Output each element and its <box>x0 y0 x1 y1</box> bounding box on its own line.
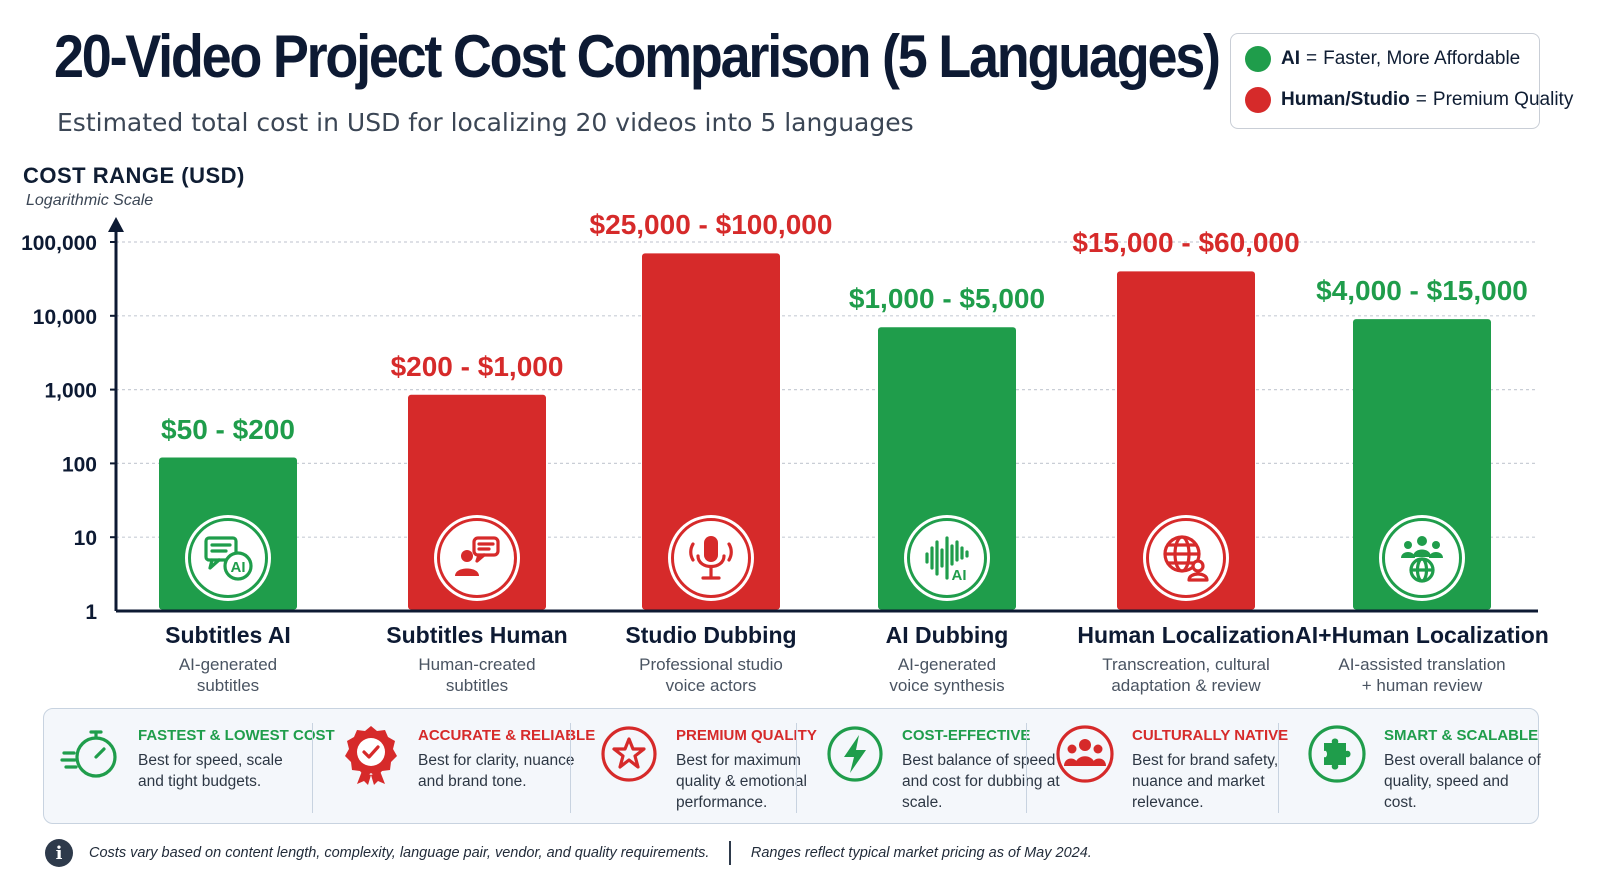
category-description-line: AI-generated <box>897 655 997 674</box>
category-label: Subtitles Human <box>386 622 568 648</box>
legend-key: Human/Studio <box>1281 89 1410 110</box>
category-description: Human-created subtitles <box>357 654 597 696</box>
legend-eq: = <box>1306 48 1318 69</box>
svg-text:AI: AI <box>231 559 246 576</box>
y-tick-label: 10 <box>74 527 97 550</box>
bar-value-label: $25,000 - $100,000 <box>589 209 833 241</box>
category-description: AI-generated subtitles <box>108 654 348 696</box>
feature-description: Best for brand safety, nuance and market… <box>1132 752 1279 811</box>
category-label: Human Localization <box>1077 622 1295 648</box>
page-subtitle: Estimated total cost in USD for localizi… <box>57 108 914 137</box>
footer-note: Ranges reflect typical market pricing as… <box>750 845 1092 861</box>
star-icon <box>598 723 660 785</box>
category-label: Subtitles AI <box>165 622 291 648</box>
person-chat-icon <box>437 518 517 598</box>
category-label: Studio Dubbing <box>625 622 797 648</box>
feature-divider <box>312 723 313 813</box>
svg-text:AI: AI <box>952 567 967 584</box>
feature-divider <box>570 723 571 813</box>
feature-title: SMART & SCALABLE <box>1384 727 1539 744</box>
puzzle-icon <box>1306 723 1368 785</box>
ai-chat-icon: AI <box>188 518 268 598</box>
feature-description: Best for maximum quality & emotional per… <box>676 752 807 811</box>
y-tick-label: 1,000 <box>44 380 97 403</box>
people-icon <box>1054 723 1116 785</box>
feature-strip: FASTEST & LOWEST COST Best for speed, sca… <box>43 708 1541 825</box>
footer: i Costs vary based on content length, co… <box>45 838 1092 868</box>
legend-eq: = <box>1415 89 1427 110</box>
category-description-line: voice synthesis <box>889 676 1005 695</box>
feature-title: CULTURALLY NATIVE <box>1132 727 1289 744</box>
feature-description: Best overall balance of quality, speed a… <box>1384 752 1541 811</box>
category-description-line: + human review <box>1361 676 1483 695</box>
footer-note: Costs vary based on content length, comp… <box>89 845 710 861</box>
feature-title: ACCURATE & RELIABLE <box>418 727 596 744</box>
y-tick-label: 100,000 <box>21 232 97 255</box>
feature-card: ACCURATE & RELIABLE Best for clarity, nua… <box>328 709 595 825</box>
y-tick-label: 10,000 <box>33 306 97 329</box>
bar-value-label: $4,000 - $15,000 <box>1316 275 1528 307</box>
category-label: AI+Human Localization <box>1295 622 1549 648</box>
feature-card: PREMIUM QUALITY Best for maximum quality … <box>586 709 817 825</box>
team-globe-icon <box>1382 518 1462 598</box>
badge-check-icon <box>340 723 402 785</box>
y-tick-label: 100 <box>62 453 97 476</box>
category-description: AI-assisted translation + human review <box>1302 654 1542 696</box>
feature-card: CULTURALLY NATIVE Best for brand safety, … <box>1042 709 1294 825</box>
category-description-line: subtitles <box>196 676 260 695</box>
category-description-line: AI-generated <box>178 655 278 674</box>
category-description-line: Transcreation, cultural <box>1102 655 1270 674</box>
category-description-line: adaptation & review <box>1111 676 1261 695</box>
y-axis-title: COST RANGE (USD) <box>23 163 245 188</box>
bar-value-label: $1,000 - $5,000 <box>848 283 1046 315</box>
feature-card: FASTEST & LOWEST COST Best for speed, sca… <box>48 709 335 825</box>
bar-value-label: $50 - $200 <box>161 413 295 445</box>
stopwatch-icon <box>60 723 122 785</box>
category-description-line: Human-created <box>418 655 536 674</box>
legend-dot-human <box>1245 87 1271 113</box>
feature-title: PREMIUM QUALITY <box>676 727 817 744</box>
legend-item-human: Human/Studio = Premium Quality <box>1245 87 1573 113</box>
feature-card: SMART & SCALABLE Best overall balance of … <box>1294 709 1544 825</box>
category-description-line: voice actors <box>665 676 757 695</box>
feature-title: COST-EFFECTIVE <box>902 727 1031 744</box>
footer-divider <box>729 841 731 865</box>
feature-description: Best for clarity, nuance and brand tone. <box>418 752 575 790</box>
feature-description: Best for speed, scale and tight budgets. <box>138 752 283 790</box>
feature-divider <box>796 723 797 813</box>
legend-key: AI <box>1281 48 1300 69</box>
lightning-icon <box>824 723 886 785</box>
bar-2 <box>642 253 780 610</box>
info-icon: i <box>45 839 73 867</box>
ai-waveform-icon: AI <box>907 518 987 598</box>
category-description-line: subtitles <box>445 676 509 695</box>
category-description-line: Professional studio <box>639 655 783 674</box>
feature-description: Best balance of speed and cost for dubbi… <box>902 752 1060 811</box>
category-description: AI-generated voice synthesis <box>827 654 1067 696</box>
legend-text: Faster, More Affordable <box>1323 48 1521 69</box>
y-axis-scale-note: Logarithmic Scale <box>26 192 154 209</box>
bar-value-label: $200 - $1,000 <box>390 350 564 382</box>
bar-4 <box>1117 271 1255 610</box>
y-tick-label: 1 <box>85 601 97 624</box>
category-description: Transcreation, cultural adaptation & revi… <box>1066 654 1306 696</box>
globe-person-icon <box>1146 518 1226 598</box>
feature-divider <box>1278 723 1279 813</box>
legend-dot-ai <box>1245 46 1271 72</box>
y-axis-arrow <box>108 217 124 232</box>
feature-divider <box>1026 723 1027 813</box>
page-title: 20-Video Project Cost Comparison (5 Lang… <box>54 23 1221 90</box>
legend-text: Premium Quality <box>1432 89 1574 110</box>
category-description: Professional studio voice actors <box>591 654 831 696</box>
feature-title: FASTEST & LOWEST COST <box>138 727 335 744</box>
category-description-line: AI-assisted translation <box>1338 655 1506 674</box>
legend-item-ai: AI = Faster, More Affordable <box>1245 46 1520 72</box>
feature-card: COST-EFFECTIVE Best balance of speed and … <box>812 709 1060 825</box>
legend: AI = Faster, More Affordable Human/Studi… <box>1230 33 1573 129</box>
bar-value-label: $15,000 - $60,000 <box>1072 227 1300 259</box>
microphone-icon <box>671 518 751 598</box>
category-label: AI Dubbing <box>885 622 1009 648</box>
